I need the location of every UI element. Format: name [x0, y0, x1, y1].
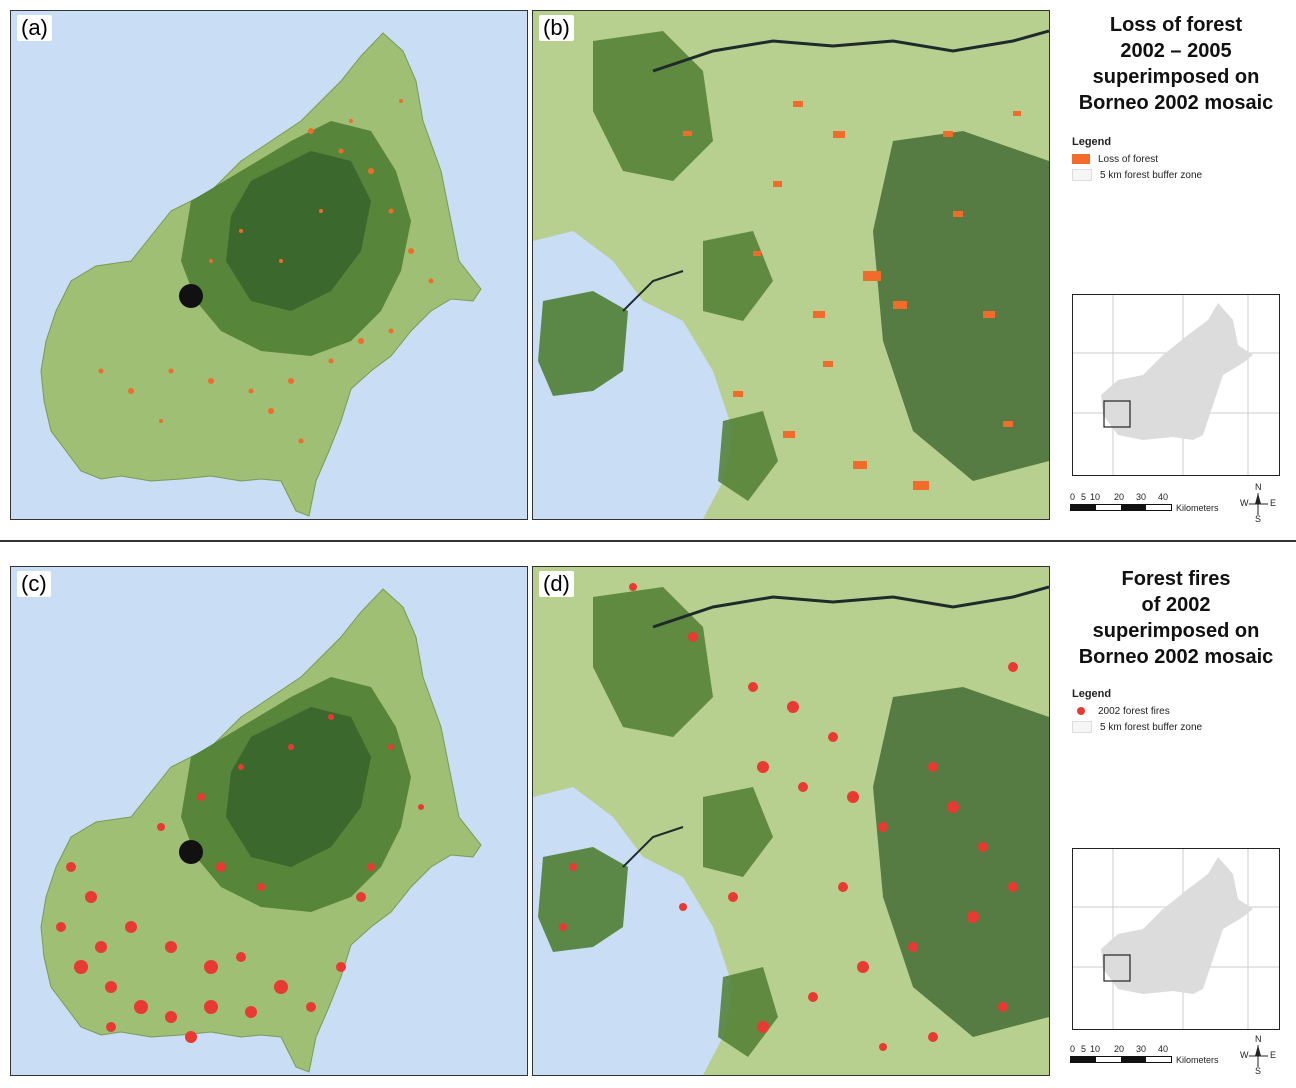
title-line: 2002 – 2005: [1060, 38, 1292, 64]
legend-title: Legend: [1072, 688, 1202, 700]
bottom-legend: Legend 2002 forest fires 5 km forest buf…: [1072, 688, 1202, 735]
borneo-mosaic-map: [11, 11, 527, 519]
scale-tick: 10: [1090, 492, 1100, 502]
legend-item: 5 km forest buffer zone: [1100, 722, 1202, 733]
panel-label-d: (d): [539, 571, 574, 597]
legend-item: 5 km forest buffer zone: [1100, 170, 1202, 181]
scale-tick: 30: [1136, 492, 1146, 502]
legend-item: 2002 forest fires: [1098, 706, 1170, 717]
scale-tick: 5: [1081, 1044, 1086, 1054]
map-panel-c: (c): [10, 566, 528, 1076]
row-divider: [0, 540, 1296, 542]
legend-item: Loss of forest: [1098, 154, 1158, 165]
top-side-panel: Loss of forest 2002 – 2005 superimposed …: [1060, 12, 1292, 532]
map-panel-a: (a): [10, 10, 528, 520]
borneo-mosaic-map: [11, 567, 527, 1075]
scale-tick: 40: [1158, 1044, 1168, 1054]
panel-label-b: (b): [539, 15, 574, 41]
fire-dot-icon: [1077, 707, 1085, 715]
title-line: superimposed on: [1060, 64, 1292, 90]
legend-title: Legend: [1072, 136, 1202, 148]
locator-inset-map: [1072, 294, 1280, 476]
panel-label-a: (a): [17, 15, 52, 41]
title-line: Borneo 2002 mosaic: [1060, 90, 1292, 116]
title-line: Borneo 2002 mosaic: [1060, 644, 1292, 670]
buffer-swatch: [1072, 721, 1092, 733]
map-panel-d: (d): [532, 566, 1050, 1076]
bottom-title: Forest fires of 2002 superimposed on Bor…: [1060, 566, 1292, 670]
panel-label-c: (c): [17, 571, 51, 597]
north-arrow-icon: N W E S: [1240, 1034, 1276, 1078]
north-arrow-icon: N W E S: [1240, 482, 1276, 526]
scale-tick: 0: [1070, 1044, 1075, 1054]
title-line: Forest fires: [1060, 566, 1292, 592]
title-line: Loss of forest: [1060, 12, 1292, 38]
map-panel-b: (b): [532, 10, 1050, 520]
scale-tick: 40: [1158, 492, 1168, 502]
locator-inset-map: [1072, 848, 1280, 1030]
scale-tick: 20: [1114, 492, 1124, 502]
scale-bar: 0 5 10 20 30 40 Kilometers: [1070, 492, 1230, 511]
scale-bar: 0 5 10 20 30 40 Kilometers: [1070, 1044, 1230, 1063]
scale-unit: Kilometers: [1176, 1055, 1219, 1065]
top-legend: Legend Loss of forest 5 km forest buffer…: [1072, 136, 1202, 183]
zoomed-mosaic-map: [533, 11, 1049, 519]
zoomed-mosaic-map: [533, 567, 1049, 1075]
scale-tick: 30: [1136, 1044, 1146, 1054]
scale-unit: Kilometers: [1176, 503, 1219, 513]
scale-tick: 20: [1114, 1044, 1124, 1054]
title-line: of 2002: [1060, 592, 1292, 618]
loss-swatch: [1072, 154, 1090, 164]
scale-tick: 0: [1070, 492, 1075, 502]
top-title: Loss of forest 2002 – 2005 superimposed …: [1060, 12, 1292, 116]
title-line: superimposed on: [1060, 618, 1292, 644]
scale-tick: 5: [1081, 492, 1086, 502]
buffer-swatch: [1072, 169, 1092, 181]
bottom-side-panel: Forest fires of 2002 superimposed on Bor…: [1060, 566, 1292, 1086]
scale-tick: 10: [1090, 1044, 1100, 1054]
